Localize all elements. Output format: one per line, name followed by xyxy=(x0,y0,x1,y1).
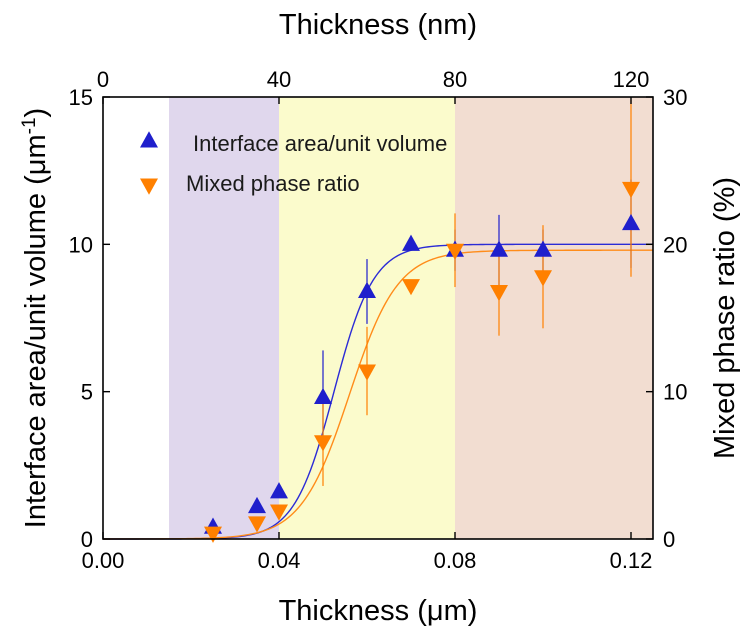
bottom-tick-label-2: 0.08 xyxy=(434,548,477,573)
data-point-0-8 xyxy=(534,240,552,257)
data-point-0-7 xyxy=(490,240,508,257)
shaded-region-0 xyxy=(169,97,279,539)
bottom-tick-label-3: 0.12 xyxy=(610,548,653,573)
left-tick-label-3: 15 xyxy=(69,85,93,110)
left-axis-title: Interface area/unit volume (μm-1) xyxy=(19,108,53,528)
top-axis-title: Thickness (nm) xyxy=(279,9,477,41)
legend-label-mixed-phase: Mixed phase ratio xyxy=(186,171,360,196)
legend-marker-interface-area xyxy=(140,131,158,148)
top-tick-label-2: 80 xyxy=(443,67,467,92)
right-tick-label-0: 0 xyxy=(663,527,675,552)
data-point-1-5 xyxy=(402,279,420,296)
legend: Interface area/unit volume Mixed phase r… xyxy=(140,131,447,196)
left-tick-label-1: 5 xyxy=(81,380,93,405)
right-tick-label-1: 10 xyxy=(663,380,687,405)
shaded-region-2 xyxy=(455,97,653,539)
data-point-1-9 xyxy=(622,181,640,199)
data-markers xyxy=(204,181,640,543)
top-tick-label-3: 120 xyxy=(613,67,650,92)
data-point-0-2 xyxy=(270,482,288,499)
top-tick-label-1: 40 xyxy=(267,67,291,92)
right-tick-label-3: 30 xyxy=(663,85,687,110)
bottom-tick-label-1: 0.04 xyxy=(258,548,301,573)
data-point-1-1 xyxy=(248,516,266,533)
data-point-1-8 xyxy=(534,270,552,287)
data-point-0-5 xyxy=(402,234,420,251)
data-point-0-9 xyxy=(622,213,640,231)
data-point-0-4 xyxy=(358,281,376,298)
data-point-1-4 xyxy=(358,364,376,381)
bottom-axis-title: Thickness (μm) xyxy=(279,595,478,627)
data-point-1-7 xyxy=(490,285,508,302)
left-tick-label-2: 10 xyxy=(69,232,93,257)
data-point-1-6 xyxy=(446,243,464,260)
data-point-1-3 xyxy=(314,435,332,452)
plot-frame xyxy=(102,96,654,540)
left-tick-label-0: 0 xyxy=(81,527,93,552)
data-point-1-0 xyxy=(204,526,222,543)
bottom-tick-label-0: 0.00 xyxy=(82,548,125,573)
right-tick-label-2: 20 xyxy=(663,232,687,257)
right-axis-title: Mixed phase ratio (%) xyxy=(709,177,741,459)
top-tick-label-0: 0 xyxy=(97,67,109,92)
legend-label-interface-area: Interface area/unit volume xyxy=(193,131,447,156)
legend-marker-mixed-phase xyxy=(140,178,158,195)
data-point-0-3 xyxy=(314,387,332,405)
data-point-0-1 xyxy=(248,496,266,514)
data-point-1-2 xyxy=(270,504,288,521)
shaded-regions xyxy=(169,97,653,539)
